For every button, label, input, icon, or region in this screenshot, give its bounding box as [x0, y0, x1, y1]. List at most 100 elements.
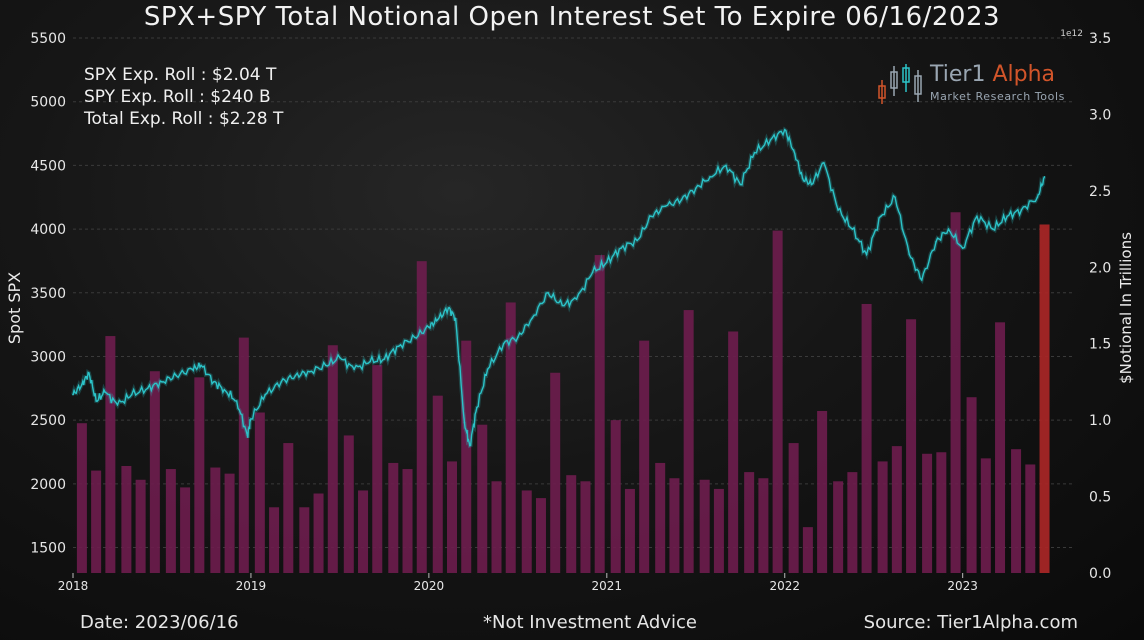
- bar: [180, 487, 191, 573]
- spx-point: [212, 381, 215, 383]
- bar: [447, 461, 458, 573]
- bar: [713, 488, 724, 573]
- spx-point: [709, 176, 711, 178]
- bar: [877, 461, 888, 573]
- bar: [76, 423, 87, 573]
- spx-point: [908, 253, 911, 256]
- spx-point: [130, 393, 133, 396]
- bar: [639, 340, 650, 573]
- spx-line-path: [72, 128, 1046, 447]
- expiration-stats: SPX Exp. Roll : $2.04 T SPY Exp. Roll : …: [84, 64, 283, 130]
- spx-point: [783, 128, 786, 131]
- spx-point: [801, 177, 804, 179]
- spx-point: [561, 304, 564, 307]
- bar: [624, 488, 635, 573]
- right-axis-multiplier: 1e12: [1060, 29, 1083, 39]
- logo-brand-accent: Alpha: [992, 62, 1056, 87]
- x-tick-label: 2021: [592, 579, 623, 593]
- bar: [358, 490, 369, 573]
- bar: [327, 345, 338, 573]
- spx-point: [116, 404, 119, 406]
- bar: [550, 372, 561, 573]
- bar: [372, 365, 383, 573]
- spx-point: [650, 215, 653, 218]
- spx-point: [175, 374, 178, 377]
- spx-point: [517, 336, 519, 339]
- spx-point: [1036, 196, 1039, 199]
- spx-point: [88, 372, 90, 374]
- bar: [461, 340, 472, 573]
- spx-point: [81, 383, 83, 386]
- spx-point: [436, 318, 439, 321]
- bar: [580, 481, 591, 573]
- spx-point: [531, 317, 533, 320]
- spx-point: [161, 381, 163, 383]
- spx-point: [575, 298, 578, 300]
- spx-point: [935, 241, 937, 243]
- spx-point: [353, 368, 355, 370]
- spx-point: [880, 215, 882, 218]
- spx-point: [992, 228, 994, 230]
- spx-point: [620, 247, 622, 249]
- candlestick-icon: [878, 64, 922, 104]
- spx-point: [739, 183, 742, 186]
- bar: [105, 336, 116, 573]
- y-tick-right: 3.0: [1089, 107, 1111, 123]
- spx-point: [1043, 176, 1046, 178]
- spx-point: [961, 247, 964, 249]
- spx-point: [72, 393, 74, 396]
- spx-point: [95, 400, 97, 402]
- bar: [966, 397, 977, 573]
- spx-point: [191, 368, 194, 370]
- spx-point: [324, 364, 327, 367]
- spx-point: [200, 364, 202, 367]
- bar: [699, 479, 710, 573]
- spx-point: [606, 261, 608, 263]
- bar: [802, 527, 813, 573]
- y-tick-left: 1500: [30, 541, 66, 557]
- bar: [936, 452, 947, 573]
- y-tick-left: 5000: [30, 95, 66, 111]
- bar: [950, 212, 961, 573]
- spx-point: [397, 345, 400, 348]
- spx-line: [71, 126, 1047, 449]
- logo-brand-main: Tier1: [930, 62, 986, 87]
- spx-point: [502, 342, 505, 345]
- bar: [610, 420, 621, 573]
- y-tick-left: 3000: [30, 349, 66, 365]
- bar: [416, 261, 427, 573]
- y-tick-right: 1.0: [1089, 413, 1111, 429]
- notional-bars: [76, 212, 1050, 574]
- bar: [535, 498, 546, 573]
- y-tick-right: 2.5: [1089, 184, 1111, 200]
- spx-point: [851, 228, 854, 230]
- spx-point: [294, 374, 297, 377]
- spx-point: [1006, 215, 1008, 218]
- spx-point: [413, 336, 416, 339]
- bar: [980, 458, 991, 573]
- bar: [269, 507, 280, 573]
- y-tick-right: 2.0: [1089, 260, 1111, 276]
- bar: [655, 462, 666, 573]
- spx-point: [223, 388, 226, 391]
- footer-date: Date: 2023/06/16: [80, 612, 239, 633]
- bar: [906, 319, 917, 573]
- y-tick-left: 4500: [30, 158, 66, 174]
- bar: [343, 435, 354, 573]
- spx-point: [308, 370, 311, 373]
- bar: [299, 507, 310, 573]
- spx-point: [753, 151, 756, 154]
- spx-point: [235, 400, 238, 402]
- bar: [566, 475, 577, 573]
- bar: [891, 446, 902, 573]
- x-tick-label: 2023: [947, 579, 978, 593]
- spx-point: [865, 253, 868, 256]
- x-tick-label: 2020: [414, 579, 445, 593]
- y-tick-right: 3.5: [1089, 31, 1111, 47]
- spx-point: [468, 444, 471, 447]
- bar: [683, 310, 694, 573]
- bar: [254, 412, 265, 573]
- y-tick-right: 0.5: [1089, 490, 1111, 506]
- footer-source: Source: Tier1Alpha.com: [863, 612, 1078, 633]
- x-tick-label: 2018: [58, 579, 89, 593]
